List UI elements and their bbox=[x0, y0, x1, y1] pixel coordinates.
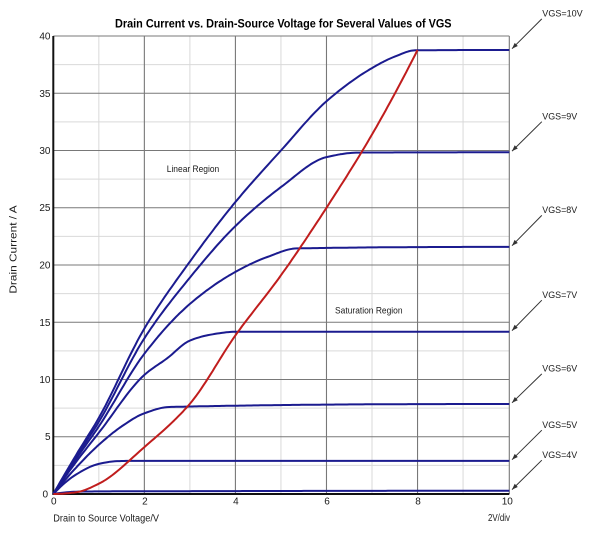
svg-text:8: 8 bbox=[415, 496, 421, 507]
svg-text:VGS=5V: VGS=5V bbox=[542, 420, 578, 430]
svg-text:VGS=7V: VGS=7V bbox=[542, 290, 578, 300]
svg-text:Drain to Source Voltage/V: Drain to Source Voltage/V bbox=[53, 513, 159, 524]
svg-text:VGS=4V: VGS=4V bbox=[542, 450, 578, 460]
svg-text:10: 10 bbox=[39, 375, 51, 386]
svg-text:10: 10 bbox=[502, 496, 514, 507]
svg-text:35: 35 bbox=[39, 89, 51, 100]
svg-text:5: 5 bbox=[45, 432, 51, 443]
svg-text:VGS=8V: VGS=8V bbox=[542, 205, 578, 215]
svg-text:0: 0 bbox=[51, 496, 57, 507]
svg-text:6: 6 bbox=[324, 496, 330, 507]
svg-text:2V/div: 2V/div bbox=[488, 513, 510, 524]
svg-text:25: 25 bbox=[39, 203, 51, 214]
svg-text:Linear Region: Linear Region bbox=[167, 164, 220, 174]
svg-text:4: 4 bbox=[233, 496, 239, 507]
svg-text:Drain Current vs. Drain-Source: Drain Current vs. Drain-Source Voltage f… bbox=[115, 16, 452, 30]
svg-text:Drain Current / A: Drain Current / A bbox=[9, 205, 20, 294]
svg-text:40: 40 bbox=[39, 32, 51, 43]
svg-text:20: 20 bbox=[39, 261, 51, 272]
svg-text:Saturation Region: Saturation Region bbox=[335, 306, 403, 316]
svg-text:VGS=6V: VGS=6V bbox=[542, 364, 578, 374]
svg-text:30: 30 bbox=[39, 146, 51, 157]
svg-text:0: 0 bbox=[42, 490, 48, 501]
svg-text:VGS=9V: VGS=9V bbox=[542, 111, 578, 121]
svg-text:2: 2 bbox=[142, 496, 148, 507]
svg-text:15: 15 bbox=[39, 318, 51, 329]
svg-text:VGS=10V: VGS=10V bbox=[542, 9, 583, 19]
